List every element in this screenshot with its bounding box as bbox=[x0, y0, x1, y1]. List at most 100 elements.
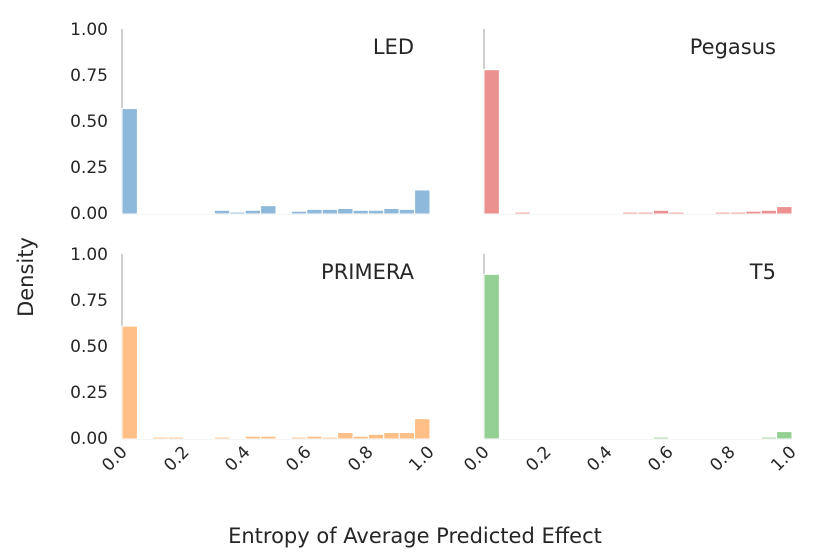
primera-bar-17 bbox=[383, 432, 400, 440]
t5-bar-11 bbox=[652, 436, 670, 440]
led-bar-16 bbox=[367, 209, 385, 215]
t5-bar-7 bbox=[591, 437, 608, 440]
led-bar-10 bbox=[275, 212, 292, 215]
primera-bar-11 bbox=[290, 436, 308, 440]
t5-bar-2 bbox=[514, 437, 531, 440]
pegasus-bar-0 bbox=[483, 69, 500, 215]
pegasus-bar-17 bbox=[745, 210, 762, 215]
ytick-bottom-3: 0.75 bbox=[70, 291, 108, 311]
led-bar-0 bbox=[121, 108, 138, 215]
pegasus-bar-9 bbox=[622, 211, 639, 215]
t5-bar-15 bbox=[714, 437, 731, 440]
led-bar-7 bbox=[229, 211, 246, 215]
primera-bar-5 bbox=[198, 437, 215, 440]
xtick-right-0: 0.0 bbox=[460, 442, 493, 475]
t5-bar-14 bbox=[699, 437, 716, 440]
pegasus-bar-14 bbox=[699, 212, 716, 215]
t5-bar-9 bbox=[622, 437, 639, 440]
xtick-left-3: 0.6 bbox=[282, 442, 315, 475]
ytick-bottom-4: 1.00 bbox=[70, 245, 108, 265]
led-bar-2 bbox=[152, 212, 169, 215]
xtick-left-5: 1.0 bbox=[405, 442, 438, 475]
t5-bar-8 bbox=[606, 437, 624, 440]
ytick-top-1: 0.25 bbox=[70, 158, 108, 178]
panel-title-pegasus: Pegasus bbox=[690, 35, 776, 59]
pegasus-bar-2 bbox=[514, 211, 531, 215]
x-axis-label: Entropy of Average Predicted Effect bbox=[228, 524, 602, 548]
pegasus-bar-11 bbox=[652, 209, 670, 215]
xtick-left-2: 0.4 bbox=[221, 442, 254, 475]
t5-bar-16 bbox=[729, 437, 747, 440]
t5-bar-17 bbox=[745, 437, 762, 440]
led-bar-15 bbox=[352, 209, 369, 215]
led-bar-3 bbox=[167, 212, 185, 215]
t5-bar-12 bbox=[668, 437, 685, 440]
led-bar-14 bbox=[337, 207, 354, 215]
primera-bar-7 bbox=[229, 437, 246, 440]
pegasus-bar-16 bbox=[729, 211, 747, 215]
panel-title-t5: T5 bbox=[749, 260, 776, 284]
pegasus-bar-5 bbox=[560, 212, 577, 215]
led-bar-12 bbox=[306, 208, 323, 215]
primera-bar-13 bbox=[321, 436, 339, 440]
led-bar-4 bbox=[183, 212, 200, 215]
xtick-right-5: 1.0 bbox=[767, 442, 800, 475]
pegasus-bar-8 bbox=[606, 212, 624, 215]
led-bar-11 bbox=[290, 210, 308, 215]
pegasus-bar-7 bbox=[591, 212, 608, 215]
pegasus-bar-3 bbox=[529, 212, 547, 215]
primera-bar-14 bbox=[337, 432, 354, 440]
primera-bar-2 bbox=[152, 436, 169, 440]
primera-bar-6 bbox=[213, 436, 231, 440]
primera-bar-16 bbox=[367, 433, 385, 440]
ytick-top-0: 0.00 bbox=[70, 204, 108, 224]
primera-bar-0 bbox=[121, 325, 138, 440]
primera-bar-9 bbox=[260, 435, 277, 440]
xtick-right-2: 0.4 bbox=[583, 442, 616, 475]
led-bar-17 bbox=[383, 207, 400, 215]
ytick-bottom-2: 0.50 bbox=[70, 337, 108, 357]
primera-bar-12 bbox=[306, 435, 323, 440]
xtick-right-3: 0.6 bbox=[644, 442, 677, 475]
led-bar-8 bbox=[244, 209, 262, 215]
xtick-right-4: 0.8 bbox=[706, 442, 739, 475]
pegasus-bar-6 bbox=[575, 212, 593, 215]
primera-bar-19 bbox=[414, 418, 431, 440]
ytick-top-3: 0.75 bbox=[70, 66, 108, 86]
primera-bar-18 bbox=[398, 432, 416, 440]
led-bar-18 bbox=[398, 208, 416, 215]
ytick-bottom-0: 0.00 bbox=[70, 429, 108, 449]
pegasus-bar-13 bbox=[683, 212, 701, 215]
t5-bar-13 bbox=[683, 437, 701, 440]
pegasus-bar-10 bbox=[637, 211, 654, 215]
primera-bar-1 bbox=[136, 437, 154, 440]
ytick-top-2: 0.50 bbox=[70, 112, 108, 132]
led-bar-19 bbox=[414, 189, 431, 215]
t5-bar-10 bbox=[637, 437, 654, 440]
led-bar-5 bbox=[198, 212, 215, 215]
histogram-bars bbox=[121, 69, 793, 440]
led-bar-6 bbox=[213, 209, 231, 215]
pegasus-bar-18 bbox=[760, 209, 778, 215]
led-bar-1 bbox=[136, 212, 154, 215]
panel-title-led: LED bbox=[373, 35, 414, 59]
pegasus-bar-4 bbox=[545, 212, 562, 215]
t5-bar-1 bbox=[498, 437, 516, 440]
pegasus-bar-12 bbox=[668, 211, 685, 215]
led-bar-9 bbox=[260, 205, 277, 215]
panel-title-primera: PRIMERA bbox=[321, 260, 415, 284]
ytick-bottom-1: 0.25 bbox=[70, 383, 108, 403]
t5-bar-6 bbox=[575, 437, 593, 440]
y-axis-label: Density bbox=[14, 237, 38, 317]
primera-bar-10 bbox=[275, 437, 292, 440]
t5-bar-5 bbox=[560, 437, 577, 440]
primera-bar-3 bbox=[167, 436, 185, 440]
t5-bar-18 bbox=[760, 436, 778, 440]
led-bar-13 bbox=[321, 208, 339, 215]
xtick-left-4: 0.8 bbox=[344, 442, 377, 475]
t5-bar-4 bbox=[545, 437, 562, 440]
xtick-left-1: 0.2 bbox=[160, 442, 193, 475]
primera-bar-15 bbox=[352, 435, 369, 440]
xtick-right-1: 0.2 bbox=[522, 442, 555, 475]
t5-bar-19 bbox=[776, 431, 793, 440]
